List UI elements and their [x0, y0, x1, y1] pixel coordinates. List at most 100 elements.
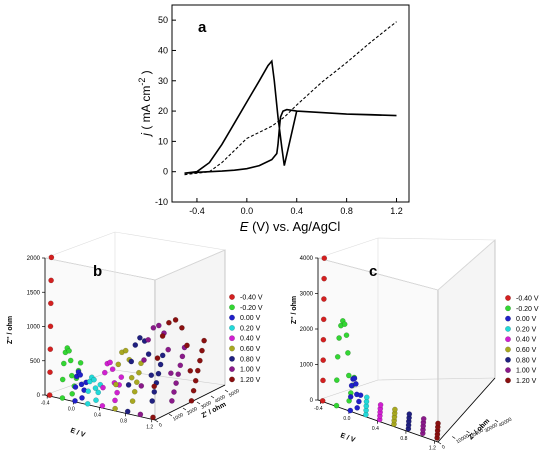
data-point [173, 380, 179, 386]
data-point [138, 360, 144, 367]
x-tick-label: -0.4 [41, 401, 50, 407]
data-point [321, 296, 327, 302]
data-point [343, 332, 350, 339]
legend-label: 1.00 V [240, 367, 261, 374]
z-tick-label: 1000 [300, 363, 314, 369]
legend-label: 0.20 V [240, 325, 261, 332]
panel-a-y-label: j ( mA cm-2 ) [137, 70, 153, 137]
data-point [151, 383, 157, 390]
data-point [190, 387, 197, 394]
legend-label: 1.20 V [240, 377, 261, 384]
data-point [188, 397, 195, 404]
legend-label: 0.40 V [240, 336, 261, 343]
data-point [133, 379, 140, 386]
data-point [128, 374, 135, 381]
x-tick-label: 0.8 [340, 206, 353, 216]
panel-b-legend: -0.40 V -0.20 V 0.00 V 0.20 V 0.40 V 0.60 V 0.… [229, 294, 263, 384]
data-point [199, 347, 205, 354]
data-point [47, 369, 53, 376]
legend-marker [505, 295, 511, 301]
y-tick-label: 5000 [228, 388, 241, 399]
x-tick-label: 0.4 [290, 206, 303, 216]
legend-label: -0.20 V [240, 305, 263, 312]
data-point [137, 334, 143, 341]
data-point [347, 393, 354, 400]
data-point [61, 360, 67, 367]
data-point [48, 277, 54, 284]
z-tick-label: 500 [30, 359, 41, 365]
x-tick-label: 0.8 [120, 418, 127, 424]
z-tick-label: 0 [37, 393, 41, 399]
x-tick-label: 1.2 [146, 424, 153, 430]
legend-label: 0.60 V [516, 347, 537, 354]
legend-label: 0.80 V [516, 357, 537, 364]
panel-b-points [46, 254, 207, 421]
data-point [168, 370, 174, 377]
y-tick-label: 2000 [186, 406, 199, 417]
series-line-1 [184, 59, 397, 174]
panel-c-z-label: Z'' / ohm [291, 296, 298, 324]
data-point [171, 389, 177, 395]
x-tick-label: 0.0 [343, 416, 350, 422]
data-point [197, 357, 203, 364]
data-point [336, 335, 342, 341]
data-point [155, 322, 162, 329]
legend-marker [229, 294, 235, 300]
data-point [177, 362, 184, 369]
data-point [77, 372, 84, 378]
data-point [172, 317, 179, 323]
y-tick-label: 40 [158, 45, 168, 55]
data-point [79, 395, 85, 401]
data-point [128, 358, 135, 365]
data-point [151, 389, 158, 395]
data-point [125, 382, 132, 388]
data-point [159, 333, 166, 339]
data-point [420, 415, 427, 422]
data-point [92, 385, 99, 391]
panel-c-box [316, 237, 496, 444]
data-point [406, 411, 413, 417]
legend-marker [505, 367, 511, 373]
y-tick-label: 20 [158, 106, 168, 116]
y-tick-label: 3000 [200, 400, 213, 411]
data-point [122, 347, 129, 354]
data-point [357, 392, 364, 399]
data-point [72, 384, 79, 390]
data-point [179, 324, 185, 331]
data-point [154, 355, 161, 361]
y-tick-label: 0 [158, 422, 164, 429]
data-point [95, 389, 101, 396]
legend-label: -0.20 V [516, 306, 539, 313]
panel-a-letter: a [198, 19, 207, 36]
z-tick-label: 2000 [27, 256, 41, 262]
y-tick [466, 430, 470, 434]
panel-a-y-label-close: ) [139, 70, 153, 77]
data-point [107, 359, 113, 366]
x-tick-label: 0.0 [68, 406, 75, 412]
data-point [320, 377, 326, 384]
data-point [201, 337, 207, 344]
z-tick-label: 1500 [27, 290, 41, 296]
data-point [179, 353, 186, 360]
y-tick-label: 4000 [214, 394, 227, 405]
data-point [72, 398, 78, 404]
data-point [166, 319, 172, 326]
data-point [159, 352, 166, 359]
data-point [155, 370, 162, 377]
legend-marker [229, 324, 235, 331]
data-point [112, 397, 118, 404]
data-point [59, 376, 66, 383]
panel-b-z-label: Z'' / ohm [7, 316, 14, 344]
panel-a-series [184, 21, 397, 176]
data-point [345, 372, 352, 379]
data-point [175, 371, 181, 378]
z-tick-label: 1000 [27, 325, 41, 331]
data-point [136, 369, 142, 376]
data-point [333, 402, 340, 409]
panel-a-y-label-j: j [139, 133, 153, 138]
y-tick [224, 389, 229, 393]
data-point [149, 398, 155, 404]
data-point [157, 361, 164, 368]
